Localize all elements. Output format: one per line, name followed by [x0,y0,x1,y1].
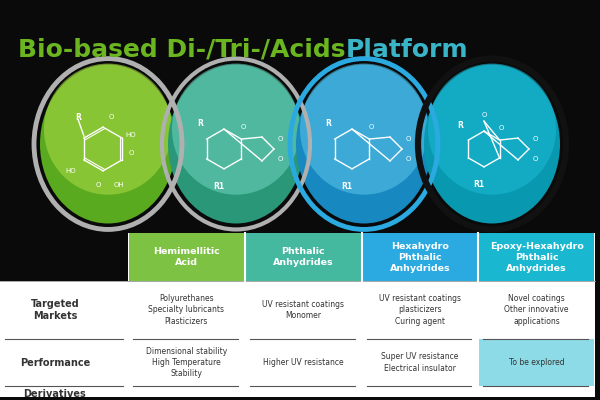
FancyBboxPatch shape [479,234,594,281]
Text: O: O [128,150,134,156]
Text: O: O [241,124,246,130]
Text: O: O [499,125,504,131]
Text: Bio-based Di-/Tri-/Acids: Bio-based Di-/Tri-/Acids [18,38,354,62]
Text: To be explored: To be explored [509,358,565,367]
Text: OH: OH [113,182,124,188]
Text: O: O [406,136,410,142]
Text: O: O [532,156,538,162]
FancyBboxPatch shape [129,234,244,281]
Text: R1: R1 [214,182,224,191]
FancyBboxPatch shape [362,234,477,281]
Ellipse shape [296,64,432,224]
Ellipse shape [424,64,560,224]
FancyBboxPatch shape [479,339,594,386]
Text: Performance: Performance [20,358,90,368]
Text: Platform: Platform [346,38,469,62]
Text: Novel coatings
Other innovative
applications: Novel coatings Other innovative applicat… [505,294,569,326]
FancyBboxPatch shape [128,234,595,400]
FancyBboxPatch shape [246,234,361,281]
Text: Polyurethanes
Specialty lubricants
Plasticizers: Polyurethanes Specialty lubricants Plast… [148,294,224,326]
Text: Higher UV resistance: Higher UV resistance [263,358,343,367]
Ellipse shape [44,64,172,195]
Ellipse shape [428,64,556,195]
Ellipse shape [172,64,300,195]
Text: O: O [368,124,374,130]
Text: O: O [406,156,410,162]
Text: R: R [325,119,331,128]
Text: Derivatives: Derivatives [23,389,86,399]
Text: Super UV resistance
Electrical insulator: Super UV resistance Electrical insulator [381,352,458,372]
Ellipse shape [40,64,176,224]
Text: R1: R1 [341,182,353,191]
Ellipse shape [300,64,428,195]
Text: HO: HO [125,132,136,138]
Text: Epoxy-Hexahydro
Phthalic
Anhydrides: Epoxy-Hexahydro Phthalic Anhydrides [490,242,584,273]
Ellipse shape [168,64,304,224]
Text: R: R [197,119,203,128]
Text: UV resistant coatings
plasticizers
Curing agent: UV resistant coatings plasticizers Curin… [379,294,461,326]
Text: Targeted
Markets: Targeted Markets [31,299,79,321]
Text: O: O [277,136,283,142]
Text: UV resistant coatings
Monomer: UV resistant coatings Monomer [262,300,344,320]
Text: Hemimellitic
Acid: Hemimellitic Acid [153,247,220,267]
Text: R: R [75,113,81,122]
Text: Phthalic
Anhydrides: Phthalic Anhydrides [273,247,334,267]
Text: Hexahydro
Phthalic
Anhydrides: Hexahydro Phthalic Anhydrides [389,242,450,273]
Text: HO: HO [65,168,76,174]
Text: O: O [277,156,283,162]
Text: R: R [457,121,463,130]
Text: O: O [532,136,538,142]
FancyBboxPatch shape [0,281,128,400]
Text: O: O [481,112,487,118]
Text: Dimensional stability
High Temperature
Stability: Dimensional stability High Temperature S… [146,347,227,378]
Text: O: O [95,182,101,188]
Text: R1: R1 [473,180,485,189]
Text: O: O [109,114,113,120]
